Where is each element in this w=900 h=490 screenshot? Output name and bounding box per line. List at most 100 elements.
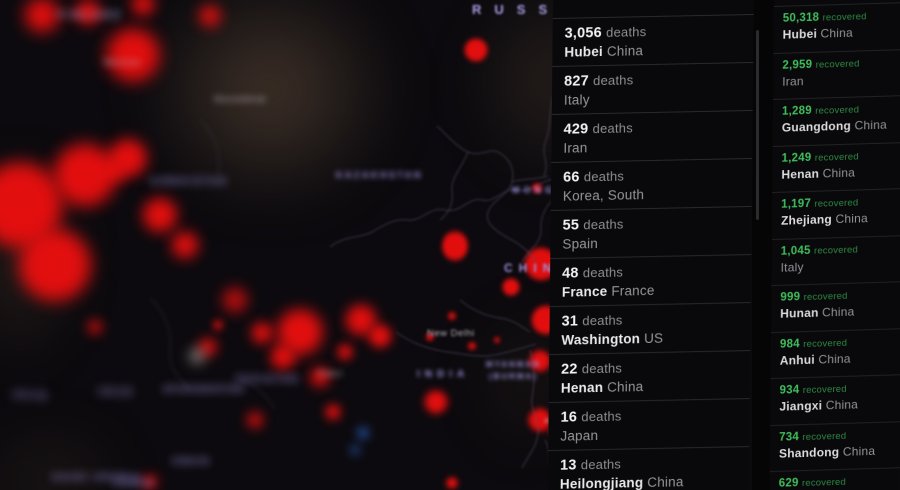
deaths-row[interactable]: 55 deaths Spain — [550, 206, 752, 259]
country-name: China — [835, 211, 868, 227]
count-line: 66 deaths — [563, 166, 752, 186]
recovered-panel[interactable]: 50,318 recovered Hubei China 2,959 recover… — [769, 0, 900, 490]
recovered-row[interactable]: 629 recoveredJiangsu China — [769, 467, 900, 490]
deaths-scrollbar[interactable] — [756, 30, 759, 220]
country-name: China — [825, 397, 859, 413]
outbreak-marker — [325, 404, 341, 420]
outbreak-marker[interactable] — [426, 333, 434, 341]
region-name: Hunan — [780, 305, 819, 321]
deaths-row[interactable]: 48 deaths France France — [549, 254, 752, 307]
outbreak-marker — [368, 324, 392, 348]
count-line: 31 deaths — [562, 310, 751, 330]
death-count: 55 — [562, 217, 580, 234]
outbreak-marker — [350, 445, 360, 455]
place-line: Hubei China — [783, 24, 900, 42]
recovered-count: 50,318 — [782, 11, 820, 25]
death-unit: deaths — [580, 456, 622, 473]
recovered-unit: recovered — [802, 383, 847, 397]
recovered-unit: recovered — [803, 290, 848, 304]
place-line: Italy — [781, 257, 900, 275]
deaths-row[interactable]: 3,056 deaths Hubei China — [552, 13, 754, 67]
deaths-row[interactable]: 429 deaths Iran — [551, 109, 753, 163]
outbreak-marker[interactable] — [532, 183, 542, 193]
death-count: 3,056 — [564, 25, 602, 42]
outbreak-marker — [251, 322, 273, 344]
death-unit: deaths — [581, 360, 623, 377]
country-name: Iran — [563, 140, 588, 156]
count-line: 22 deaths — [561, 358, 750, 378]
place-line: Shandong China — [779, 443, 900, 460]
place-line: Japan — [560, 425, 749, 444]
map-country-label: IRAN — [98, 387, 135, 398]
country-name: China — [854, 117, 887, 133]
deaths-row[interactable]: 31 deaths Washington US — [549, 302, 751, 355]
outbreak-marker[interactable] — [448, 312, 456, 320]
outbreak-marker — [199, 338, 217, 356]
recovered-row[interactable]: 734 recovered Shandong China — [769, 420, 900, 472]
deaths-row[interactable]: 66 deaths Korea, South — [550, 158, 753, 211]
recovered-row[interactable]: 2,959 recovered Iran — [773, 48, 900, 100]
deaths-row[interactable]: 827 deaths Italy — [551, 61, 754, 115]
map-country-label: (BURMA) — [489, 372, 539, 381]
map-country-label: SAUDI ARABIA — [52, 472, 142, 482]
outbreak-marker[interactable] — [502, 278, 520, 296]
country-name: China — [818, 351, 851, 367]
count-line: 984 recovered — [780, 335, 900, 350]
outbreak-marker — [222, 287, 248, 313]
recovered-unit: recovered — [814, 197, 859, 210]
deaths-row[interactable]: 16 deaths Japan — [548, 398, 750, 451]
country-name: France — [611, 282, 655, 299]
outbreak-marker[interactable] — [494, 337, 500, 343]
map-country-label: OMAN — [172, 456, 212, 467]
map-city-label: New Delhi — [427, 328, 475, 339]
recovered-row[interactable]: 50,318 recovered Hubei China — [773, 2, 900, 53]
place-line: Jiangxi China — [779, 396, 900, 414]
region-name: Guangdong — [781, 118, 852, 135]
recovered-unit: recovered — [813, 244, 859, 257]
outbreak-marker[interactable] — [529, 350, 551, 372]
outbreak-marker[interactable] — [442, 230, 468, 262]
region-name: Zhejiang — [780, 212, 833, 228]
outbreak-marker[interactable] — [446, 477, 458, 489]
death-count: 827 — [564, 73, 589, 90]
death-count: 429 — [563, 121, 589, 138]
country-name: Spain — [562, 236, 599, 252]
region-name: Jiangxi — [779, 398, 823, 414]
count-line: 16 deaths — [560, 406, 749, 426]
recovered-row[interactable]: 1,249 recovered Henan China — [772, 141, 900, 193]
deaths-row[interactable]: 13 deaths Heilongjiang China — [547, 446, 750, 490]
recovered-row[interactable]: 984 recovered Anhui China — [770, 327, 900, 379]
recovered-count: 1,289 — [781, 104, 812, 118]
recovered-unit: recovered — [801, 476, 847, 490]
outbreak-marker[interactable] — [464, 38, 488, 62]
count-line: 734 recovered — [779, 428, 900, 443]
outbreak-marker[interactable] — [468, 342, 476, 350]
deaths-panel[interactable]: 3,056 deaths Hubei China 827 deaths Italy 42… — [547, 0, 754, 490]
death-unit: deaths — [583, 216, 624, 233]
map-country-label: UZBEKISTAN — [150, 176, 228, 186]
count-line: 55 deaths — [563, 214, 752, 234]
recovered-row[interactable]: 934 recovered Jiangxi China — [770, 374, 900, 425]
place-line: Spain — [562, 233, 751, 252]
death-unit: deaths — [582, 264, 624, 281]
recovered-unit: recovered — [802, 430, 847, 443]
recovered-row[interactable]: 1,197 recovered Zhejiang China — [771, 188, 900, 239]
outbreak-marker — [75, 0, 101, 25]
death-unit: deaths — [581, 408, 622, 425]
recovered-row[interactable]: 1,045 recovered Italy — [771, 234, 900, 286]
country-name: Japan — [560, 428, 599, 444]
count-line: 3,056 deaths — [565, 22, 754, 42]
place-line: Henan China — [561, 377, 750, 396]
country-name: Italy — [563, 92, 590, 108]
recovered-row[interactable]: 999 recovered Hunan China — [771, 281, 900, 332]
recovered-row[interactable]: 1,289 recovered Guangdong China — [772, 95, 900, 146]
region-name: Washington — [561, 331, 641, 348]
place-line: Zhejiang China — [781, 210, 900, 228]
deaths-row[interactable]: 22 deaths Henan China — [548, 350, 751, 403]
map-country-label: IRAQ — [12, 390, 49, 401]
recovered-unit: recovered — [822, 11, 867, 24]
place-line: Italy — [564, 89, 753, 108]
country-name: Korea, South — [562, 187, 645, 204]
recovered-count: 2,959 — [782, 58, 813, 72]
outbreak-marker — [337, 344, 353, 360]
